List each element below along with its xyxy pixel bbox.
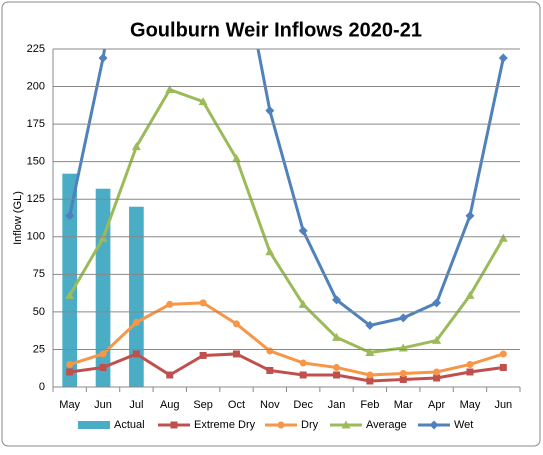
marker (98, 233, 108, 242)
marker (132, 350, 140, 358)
x-tick-label: May (59, 399, 80, 411)
marker (332, 332, 342, 341)
marker (432, 335, 442, 344)
y-tick-label: 150 (27, 156, 45, 168)
x-tick-label: Feb (360, 399, 379, 411)
marker (66, 360, 74, 368)
marker (333, 363, 341, 371)
plot-area (62, 49, 508, 387)
marker (232, 320, 240, 328)
marker (265, 106, 275, 116)
marker (399, 369, 407, 377)
y-tick-label: 125 (27, 193, 45, 205)
x-tick-label: Jun (494, 399, 512, 411)
y-tick-label: 50 (33, 306, 45, 318)
marker (198, 97, 208, 106)
y-tick-label: 25 (33, 343, 45, 355)
marker (365, 347, 375, 356)
marker (433, 368, 441, 376)
marker (132, 318, 140, 326)
marker (399, 375, 407, 383)
legend-label: Wet (454, 419, 473, 431)
marker (266, 347, 274, 355)
y-tick-label: 175 (27, 118, 45, 130)
x-tick-label: Jul (129, 399, 143, 411)
chart-border (1, 1, 541, 447)
x-tick-label: Aug (160, 399, 180, 411)
x-tick-label: Apr (428, 399, 445, 411)
marker (98, 53, 108, 63)
marker (465, 290, 475, 299)
y-tick-label: 75 (33, 268, 45, 280)
marker (498, 53, 508, 63)
marker (166, 371, 174, 379)
marker (66, 368, 74, 376)
marker (499, 363, 507, 371)
marker (170, 421, 178, 429)
marker (365, 320, 375, 330)
y-axis-label: Inflow (GL) (12, 191, 24, 245)
bar (62, 173, 78, 387)
x-tick-label: Jun (94, 399, 112, 411)
x-tick-label: May (460, 399, 481, 411)
line (68, 87, 505, 354)
marker (333, 371, 341, 379)
y-tick-label: 0 (39, 381, 45, 393)
marker (166, 300, 174, 308)
marker (498, 233, 508, 242)
marker (341, 420, 351, 429)
marker (165, 85, 175, 94)
marker (298, 226, 308, 236)
x-tick-label: Dec (293, 399, 313, 411)
marker (398, 313, 408, 323)
line (69, 352, 504, 383)
marker (199, 351, 207, 359)
marker (232, 350, 240, 358)
marker (199, 299, 207, 307)
marker (432, 298, 442, 308)
legend-label: Dry (301, 419, 319, 431)
legend-label: Extreme Dry (194, 419, 256, 431)
marker (499, 350, 507, 358)
marker (429, 420, 439, 430)
legend-label: Average (366, 419, 407, 431)
line (69, 301, 504, 377)
marker (231, 154, 241, 163)
x-tick-label: Mar (394, 399, 413, 411)
chart-title: Goulburn Weir Inflows 2020-21 (130, 19, 422, 41)
marker (277, 421, 285, 429)
marker (466, 368, 474, 376)
legend-label: Actual (114, 419, 145, 431)
marker (298, 299, 308, 308)
marker (299, 371, 307, 379)
marker (99, 363, 107, 371)
bar (95, 188, 111, 387)
marker (265, 247, 275, 256)
marker (65, 211, 75, 221)
line (68, 49, 505, 328)
marker (65, 290, 75, 299)
legend-swatch (78, 421, 110, 429)
marker (131, 142, 141, 151)
marker (266, 366, 274, 374)
x-tick-label: Nov (260, 399, 280, 411)
y-tick-label: 225 (27, 43, 45, 55)
bar (129, 206, 144, 387)
x-tick-label: Sep (193, 399, 213, 411)
x-tick-label: Jan (328, 399, 346, 411)
marker (433, 374, 441, 382)
marker (366, 377, 374, 385)
marker (366, 371, 374, 379)
marker (332, 295, 342, 305)
marker (465, 211, 475, 221)
y-tick-label: 100 (27, 231, 45, 243)
marker (466, 360, 474, 368)
marker (99, 350, 107, 358)
y-tick-label: 200 (27, 80, 45, 92)
x-tick-label: Oct (228, 399, 245, 411)
marker (299, 359, 307, 367)
